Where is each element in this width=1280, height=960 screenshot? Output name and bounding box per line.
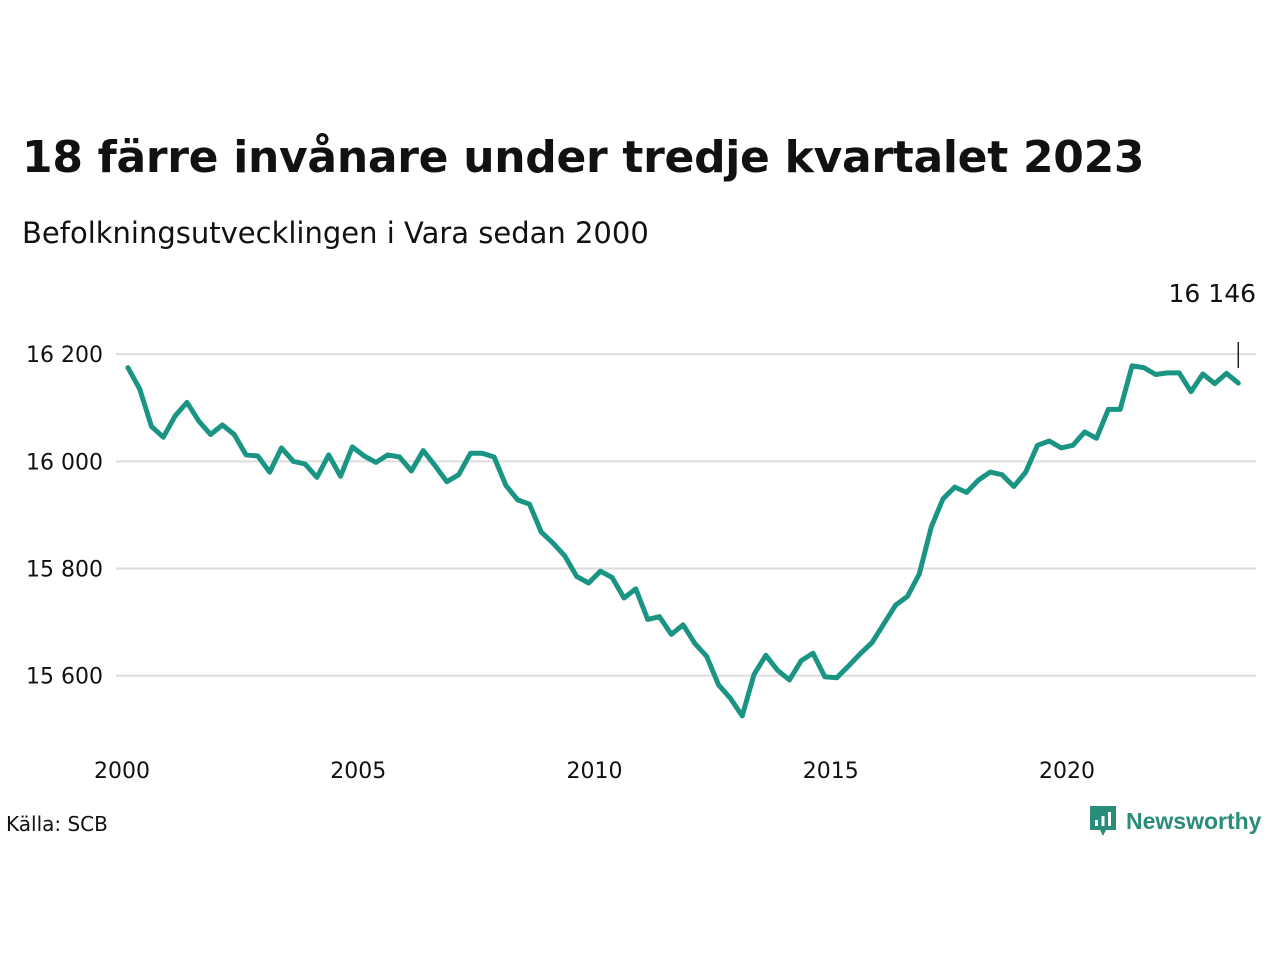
y-tick-label: 16 000	[26, 450, 103, 475]
brand: Newsworthy	[1088, 804, 1261, 838]
y-tick-label: 15 600	[26, 665, 103, 690]
x-axis-tick-labels: 2000 2005 2010 2015 2020	[94, 759, 1095, 784]
line-chart: 15 600 15 800 16 000 16 200 2000 2005 2010 201…	[26, 279, 1256, 784]
brand-name: Newsworthy	[1126, 807, 1262, 834]
end-annotation: 16 146	[1169, 279, 1256, 368]
x-tick-label: 2010	[567, 759, 623, 784]
x-tick-label: 2020	[1039, 759, 1095, 784]
newsworthy-logo-icon	[1090, 806, 1116, 836]
grid-lines	[116, 353, 1256, 677]
population-series-line	[125, 363, 1241, 719]
x-tick-label: 2015	[803, 759, 859, 784]
chart-subtitle: Befolkningsutvecklingen i Vara sedan 200…	[22, 216, 649, 250]
series	[125, 363, 1241, 719]
x-tick-label: 2005	[330, 759, 386, 784]
end-value-label: 16 146	[1169, 279, 1256, 308]
chart-title: 18 färre invånare under tredje kvartalet…	[22, 132, 1145, 183]
y-axis-tick-labels: 15 600 15 800 16 000 16 200	[26, 343, 103, 690]
y-tick-label: 15 800	[26, 558, 103, 583]
source-note: Källa: SCB	[6, 812, 108, 836]
y-tick-label: 16 200	[26, 343, 103, 368]
x-tick-label: 2000	[94, 759, 150, 784]
